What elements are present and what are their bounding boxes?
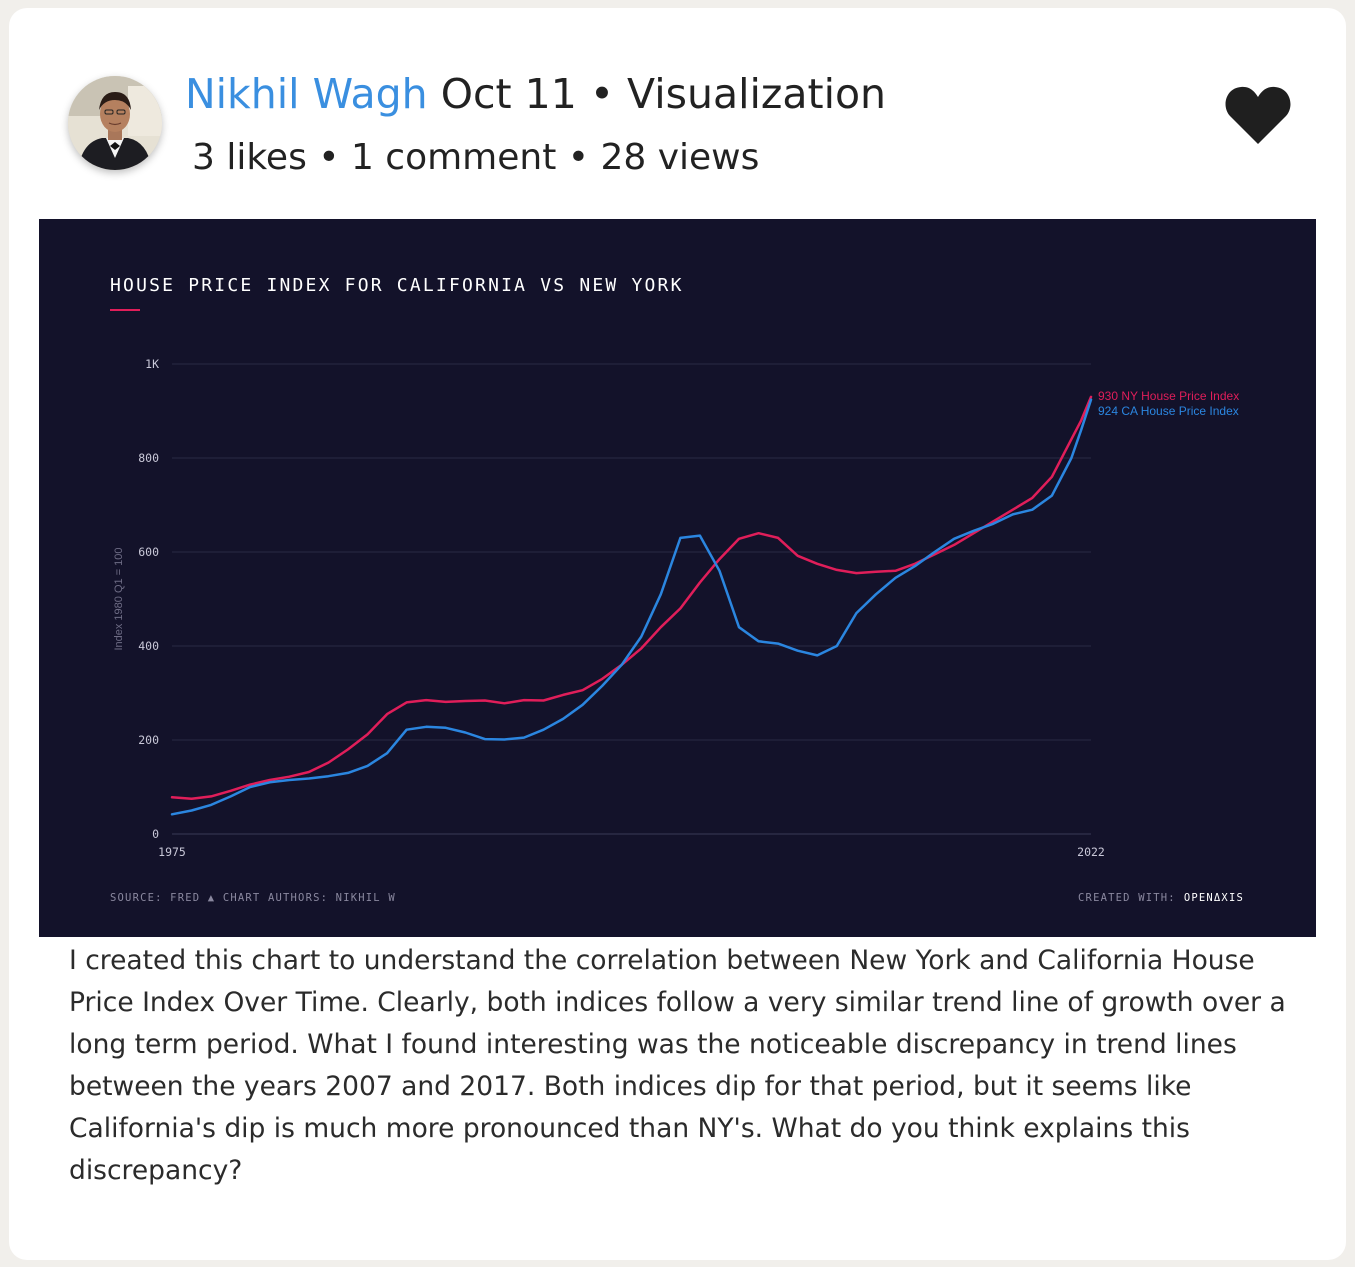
like-button[interactable] <box>1224 84 1292 146</box>
chart-title: HOUSE PRICE INDEX FOR CALIFORNIA VS NEW … <box>110 275 684 296</box>
y-tick-label: 400 <box>138 639 159 653</box>
y-tick-label: 0 <box>152 827 159 841</box>
ny-series-line <box>170 395 1093 801</box>
post-body: I created this chart to understand the c… <box>69 945 1286 1186</box>
chart-svg: HOUSE PRICE INDEX FOR CALIFORNIA VS NEW … <box>110 275 1244 904</box>
post-date-category: Oct 11 • Visualization <box>440 70 887 118</box>
y-axis-label: Index 1980 Q1 = 100 <box>113 547 125 650</box>
ca-series-line <box>170 398 1093 816</box>
post-stats: 3 likes • 1 comment • 28 views <box>192 137 760 178</box>
series-layer <box>170 395 1093 816</box>
post-header: Nikhil Wagh Oct 11 • Visualization <box>185 70 886 118</box>
created-with-brand[interactable]: OPENΔXIS <box>1184 892 1244 904</box>
y-tick-label: 200 <box>138 733 159 747</box>
author-avatar[interactable] <box>68 76 162 170</box>
y-tick-label: 600 <box>138 545 159 559</box>
grid-layer: 0 200 400 600 800 1K 1975 2022 <box>138 357 1105 859</box>
chart-panel: HOUSE PRICE INDEX FOR CALIFORNIA VS NEW … <box>39 219 1316 937</box>
author-name[interactable]: Nikhil Wagh <box>185 70 428 118</box>
y-tick-label: 800 <box>138 451 159 465</box>
chart-authors: CHART AUTHORS: NIKHIL W <box>223 892 396 904</box>
heart-icon <box>1225 86 1291 144</box>
avatar-portrait <box>68 76 162 170</box>
x-tick-label: 2022 <box>1077 845 1105 859</box>
chart-source: SOURCE: FRED <box>110 892 200 904</box>
ny-end-label: 930 NY House Price Index <box>1098 389 1239 403</box>
ca-end-label: 924 CA House Price Index <box>1098 404 1239 418</box>
title-accent <box>110 309 140 311</box>
created-with-label: CREATED WITH: <box>1078 892 1176 904</box>
chart-footer-left: SOURCE: FRED ▲ CHART AUTHORS: NIKHIL W <box>110 892 396 904</box>
x-tick-label: 1975 <box>158 845 186 859</box>
y-tick-label: 1K <box>145 357 159 371</box>
footer-separator: ▲ <box>200 892 223 904</box>
chart-footer-right: CREATED WITH: OPENΔXIS <box>1078 892 1244 904</box>
